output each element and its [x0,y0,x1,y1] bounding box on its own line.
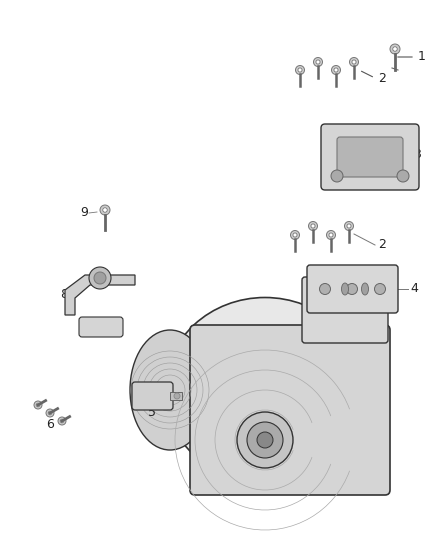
Circle shape [332,66,340,75]
Circle shape [34,401,42,409]
Circle shape [314,58,322,67]
Circle shape [296,66,304,75]
Circle shape [352,60,356,64]
Circle shape [331,170,343,182]
Text: 4: 4 [410,282,418,295]
Polygon shape [195,330,205,340]
Circle shape [346,284,357,295]
Circle shape [237,412,293,468]
Text: 8: 8 [60,288,68,302]
Circle shape [198,472,202,478]
Ellipse shape [130,330,210,450]
FancyBboxPatch shape [132,382,173,410]
Circle shape [89,267,111,289]
Circle shape [390,44,400,54]
Circle shape [290,230,300,239]
Circle shape [372,472,378,478]
FancyBboxPatch shape [190,325,390,495]
FancyBboxPatch shape [302,277,388,343]
Polygon shape [370,471,380,479]
Circle shape [257,432,273,448]
Circle shape [329,233,333,237]
Circle shape [174,393,180,399]
Text: 7: 7 [78,321,86,335]
FancyBboxPatch shape [307,265,398,313]
Text: 1: 1 [418,51,426,63]
Circle shape [247,422,283,458]
Polygon shape [65,275,135,315]
Circle shape [372,333,378,337]
Circle shape [326,230,336,239]
Circle shape [347,224,351,228]
Circle shape [311,224,315,228]
Text: 2: 2 [378,238,386,252]
Text: 3: 3 [413,149,421,161]
Circle shape [319,284,331,295]
Text: 2: 2 [378,71,386,85]
Circle shape [198,333,202,337]
Circle shape [36,403,40,407]
Polygon shape [370,330,380,340]
Circle shape [298,68,302,72]
Circle shape [46,409,54,417]
Ellipse shape [342,283,349,295]
Circle shape [103,208,107,212]
Circle shape [334,68,338,72]
Circle shape [397,170,409,182]
FancyBboxPatch shape [337,137,403,177]
Ellipse shape [361,283,368,295]
Circle shape [350,58,358,67]
Polygon shape [195,471,205,479]
FancyBboxPatch shape [79,317,123,337]
Circle shape [94,272,106,284]
Bar [170,392,182,400]
Circle shape [60,419,64,423]
Circle shape [345,222,353,230]
Text: 6: 6 [46,418,54,431]
Circle shape [316,60,320,64]
Circle shape [374,284,385,295]
Ellipse shape [165,297,365,482]
Circle shape [100,205,110,215]
Text: 5: 5 [148,406,156,419]
Text: 9: 9 [80,206,88,220]
Circle shape [48,411,52,415]
Circle shape [58,417,66,425]
Circle shape [308,222,318,230]
Circle shape [293,233,297,237]
Circle shape [393,47,397,51]
FancyBboxPatch shape [321,124,419,190]
